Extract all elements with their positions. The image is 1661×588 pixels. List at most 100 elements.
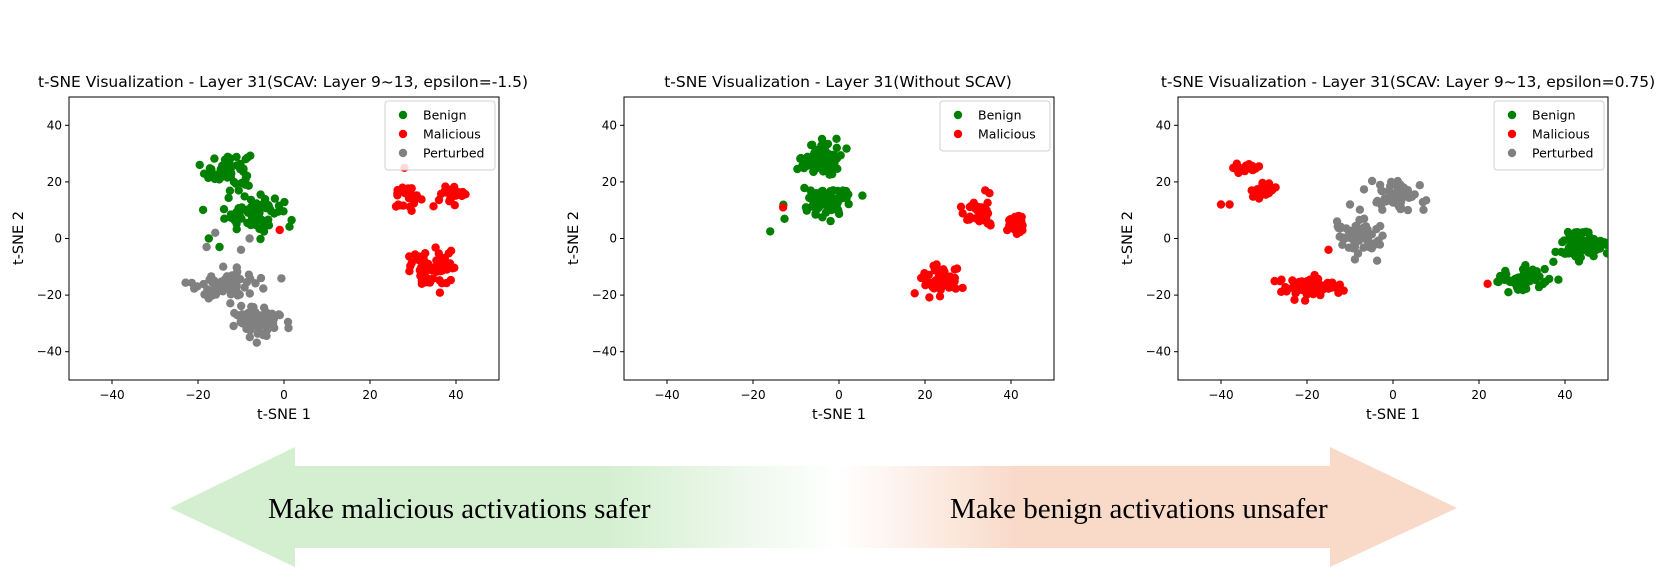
x-tick-label: 0 bbox=[1389, 388, 1397, 402]
scatter-point bbox=[985, 189, 994, 198]
scatter-point bbox=[1515, 278, 1524, 287]
scatter-point bbox=[1216, 200, 1226, 209]
scatter-point bbox=[917, 273, 926, 283]
chart-1: t-SNE Visualization - Layer 31(SCAV: Lay… bbox=[11, 73, 528, 423]
scatter-point bbox=[1359, 185, 1369, 194]
legend-label: Malicious bbox=[1532, 127, 1590, 142]
scatter-point bbox=[826, 216, 835, 226]
scatter-point bbox=[1496, 271, 1505, 281]
scatter-point bbox=[394, 200, 403, 209]
scatter-point bbox=[983, 198, 992, 207]
scatter-point bbox=[210, 154, 219, 163]
scatter-point bbox=[1540, 264, 1549, 274]
x-tick-label: −20 bbox=[185, 388, 210, 402]
scatter-point bbox=[256, 234, 265, 244]
scatter-point bbox=[445, 259, 455, 268]
scatter-point bbox=[800, 161, 809, 170]
scatter-point bbox=[405, 267, 414, 276]
scatter-point bbox=[910, 289, 919, 298]
scatter-point bbox=[215, 242, 224, 252]
scatter-points bbox=[181, 151, 470, 347]
scatter-point bbox=[935, 292, 945, 301]
scatter-point bbox=[807, 140, 816, 150]
axis-ticks: −40 −20 0 20 40 −40 −20 0 20 40 bbox=[1146, 118, 1573, 402]
scatter-point bbox=[225, 186, 235, 195]
scatter-point bbox=[219, 262, 228, 271]
y-axis-label: t-SNE 2 bbox=[11, 211, 27, 265]
x-tick-label: 0 bbox=[835, 388, 843, 402]
scatter-point bbox=[1419, 205, 1428, 214]
scatter-point bbox=[262, 331, 271, 341]
x-tick-label: 20 bbox=[1471, 388, 1486, 402]
scatter-point bbox=[226, 299, 235, 308]
scatter-point bbox=[1551, 247, 1560, 257]
scatter-point bbox=[232, 268, 241, 277]
scatter-point bbox=[833, 198, 843, 207]
scatter-point bbox=[1558, 237, 1567, 247]
scatter-point bbox=[800, 183, 809, 193]
scatter-point bbox=[200, 290, 209, 299]
scatter-point bbox=[1252, 191, 1261, 201]
scatter-point bbox=[1372, 224, 1381, 234]
scatter-point bbox=[1359, 243, 1368, 252]
x-tick-label: 40 bbox=[448, 388, 463, 402]
scatter-point bbox=[1288, 283, 1297, 292]
chart-title: t-SNE Visualization - Layer 31(SCAV: Lay… bbox=[1161, 73, 1655, 91]
scatter-point bbox=[833, 206, 842, 215]
scatter-point bbox=[1355, 205, 1365, 214]
scatter-point bbox=[237, 301, 246, 311]
scatter-point bbox=[435, 288, 445, 297]
legend-marker bbox=[1507, 129, 1517, 139]
scatter-point bbox=[1313, 274, 1323, 284]
axis-ticks: −40 −20 0 20 40 −40 −20 0 20 40 bbox=[592, 118, 1019, 402]
x-tick-label: 0 bbox=[280, 388, 288, 402]
scatter-point bbox=[1332, 217, 1342, 226]
legend-marker bbox=[398, 129, 408, 139]
scatter-point bbox=[242, 277, 252, 287]
scatter-point bbox=[245, 289, 254, 298]
scatter-point bbox=[1290, 295, 1299, 304]
scatter-point bbox=[958, 283, 967, 293]
scatter-point bbox=[931, 276, 940, 285]
x-tick-label: 40 bbox=[1557, 388, 1572, 402]
scatter-point bbox=[1345, 200, 1355, 209]
scatter-point bbox=[254, 207, 263, 216]
y-tick-label: 20 bbox=[602, 175, 617, 189]
legend: Benign Malicious Perturbed bbox=[1493, 100, 1605, 171]
scatter-point bbox=[237, 178, 247, 188]
scatter-point bbox=[254, 327, 263, 336]
scatter-point bbox=[1389, 194, 1399, 204]
scatter-points bbox=[1216, 159, 1608, 305]
scatter-point bbox=[952, 264, 962, 273]
scatter-point bbox=[1372, 256, 1382, 265]
scatter-point bbox=[1277, 287, 1286, 296]
legend-label: Malicious bbox=[423, 127, 481, 142]
scatter-point bbox=[247, 219, 257, 228]
scatter-point bbox=[223, 152, 232, 161]
scatter-point bbox=[275, 311, 284, 320]
scatter-point bbox=[223, 162, 232, 172]
scatter-point bbox=[202, 242, 211, 252]
x-axis-label: t-SNE 1 bbox=[1366, 407, 1420, 423]
x-axis-label: t-SNE 1 bbox=[257, 407, 311, 423]
scatter-point bbox=[1366, 239, 1376, 249]
x-axis-label: t-SNE 1 bbox=[812, 407, 866, 423]
legend-label: Perturbed bbox=[423, 146, 484, 161]
direction-arrow: Make malicious activations safer Make be… bbox=[170, 447, 1457, 567]
scatter-point bbox=[283, 317, 293, 327]
scatter-point bbox=[1595, 244, 1605, 253]
scatter-point bbox=[1017, 212, 1026, 222]
scatter-point bbox=[247, 315, 256, 325]
scatter-point bbox=[255, 313, 264, 323]
scatter-point bbox=[207, 164, 216, 174]
scatter-point bbox=[1391, 179, 1401, 188]
series-benign bbox=[766, 134, 867, 236]
series-malicious bbox=[1216, 159, 1492, 305]
legend-label: Benign bbox=[978, 108, 1022, 123]
scatter-point bbox=[1585, 233, 1595, 243]
scatter-point bbox=[435, 276, 444, 285]
scatter-point bbox=[417, 276, 426, 286]
scatter-point bbox=[1554, 275, 1563, 284]
legend: Benign Malicious bbox=[939, 100, 1051, 152]
